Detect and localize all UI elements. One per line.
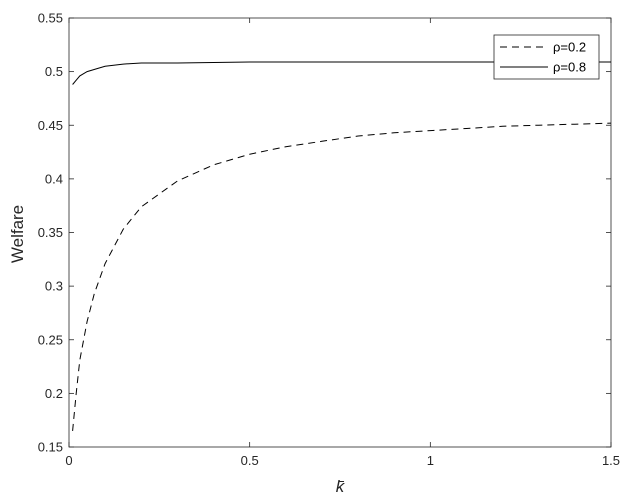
y-tick-label: 0.4	[45, 171, 63, 186]
y-tick-label: 0.15	[38, 440, 63, 455]
x-axis-label: k̄	[336, 477, 346, 496]
x-tick-label: 1	[427, 453, 434, 468]
y-axis-label: Welfare	[8, 205, 27, 263]
y-tick-label: 0.25	[38, 332, 63, 347]
legend-box	[493, 34, 600, 80]
legend: ρ=0.2 ρ=0.8	[493, 34, 600, 80]
x-tick-label: 0	[65, 453, 72, 468]
y-tick-label: 0.5	[45, 64, 63, 79]
legend-label-rho-0-2: ρ=0.2	[553, 40, 586, 55]
x-tick-label: 1.5	[602, 453, 620, 468]
series-layer	[72, 61, 612, 431]
series-line-rho-0-2	[72, 122, 612, 431]
axis-ticks: 0 0.5 1 1.5 0.15 0.2 0.25 0.3 0.35 0.4 0.45 0.5 0.55	[38, 11, 620, 469]
x-tick-label: 0.5	[241, 453, 259, 468]
y-tick-label: 0.3	[45, 279, 63, 294]
series-line-rho-0-8	[72, 61, 611, 85]
y-tick-label: 0.45	[38, 118, 63, 133]
y-tick-label: 0.55	[38, 11, 63, 26]
y-tick-label: 0.35	[38, 225, 63, 240]
legend-label-rho-0-8: ρ=0.8	[553, 60, 586, 75]
y-tick-label: 0.2	[45, 386, 63, 401]
plot-area	[68, 17, 612, 448]
